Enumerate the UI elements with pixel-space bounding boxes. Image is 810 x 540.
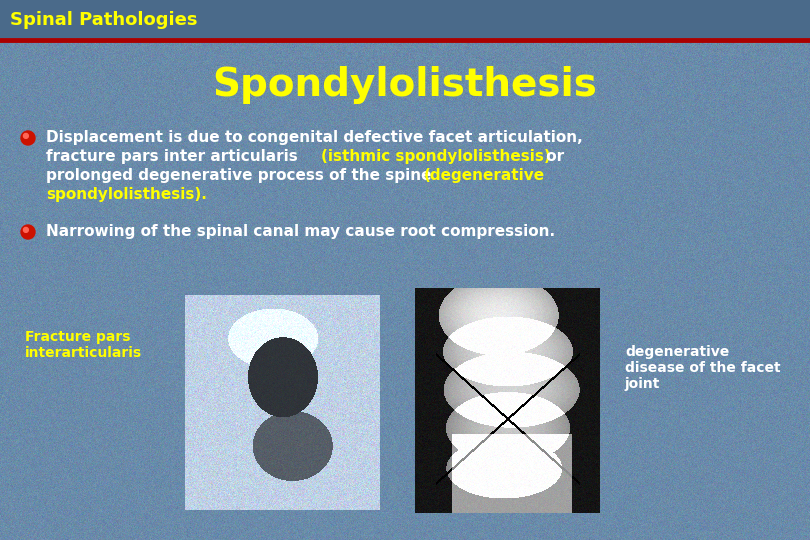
Text: spondylolisthesis).: spondylolisthesis). bbox=[46, 187, 207, 202]
Circle shape bbox=[21, 131, 35, 145]
Text: (degenerative: (degenerative bbox=[424, 168, 545, 183]
Circle shape bbox=[23, 227, 28, 232]
Circle shape bbox=[23, 133, 28, 138]
Text: Fracture pars
interarticularis: Fracture pars interarticularis bbox=[25, 330, 142, 360]
Circle shape bbox=[21, 225, 35, 239]
Text: Spinal Pathologies: Spinal Pathologies bbox=[10, 11, 198, 29]
Text: Spondylolisthesis: Spondylolisthesis bbox=[212, 66, 598, 104]
Text: or: or bbox=[541, 149, 564, 164]
Text: degenerative
disease of the facet
joint: degenerative disease of the facet joint bbox=[625, 345, 781, 392]
Text: fracture pars inter articularis: fracture pars inter articularis bbox=[46, 149, 303, 164]
Text: Displacement is due to congenital defective facet articulation,: Displacement is due to congenital defect… bbox=[46, 130, 582, 145]
Text: prolonged degenerative process of the spine: prolonged degenerative process of the sp… bbox=[46, 168, 437, 183]
Text: Narrowing of the spinal canal may cause root compression.: Narrowing of the spinal canal may cause … bbox=[46, 224, 555, 239]
Text: (isthmic spondylolisthesis): (isthmic spondylolisthesis) bbox=[321, 149, 551, 164]
